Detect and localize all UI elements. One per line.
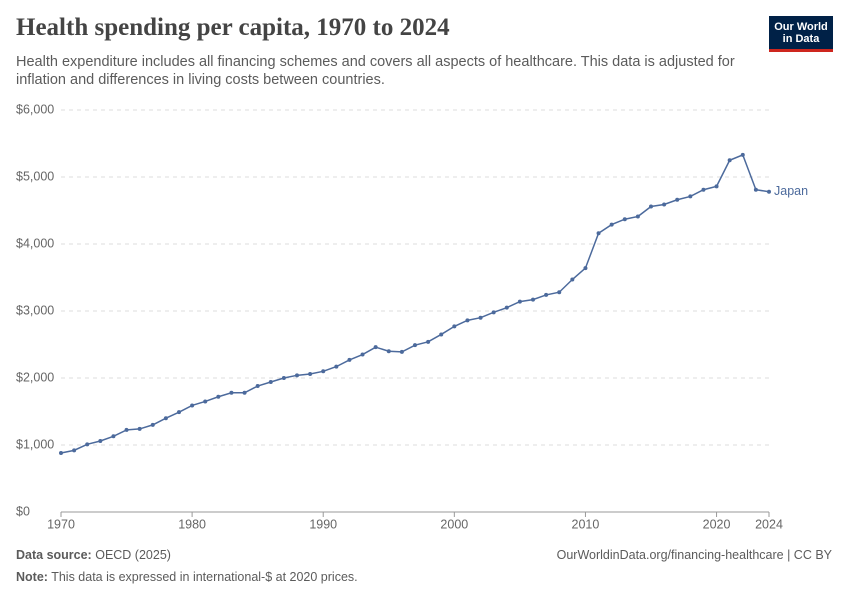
data-point <box>308 371 313 376</box>
logo[interactable]: Our World in Data <box>769 16 833 52</box>
x-tick-label: 2010 <box>572 517 600 531</box>
data-point <box>216 394 221 399</box>
chart-title: Health spending per capita, 1970 to 2024 <box>16 14 450 41</box>
logo-line: Our World <box>774 21 828 33</box>
data-point <box>386 349 391 354</box>
data-point <box>426 339 431 344</box>
data-point <box>347 357 352 362</box>
data-point <box>281 376 286 380</box>
data-point <box>373 345 378 350</box>
data-point <box>675 197 680 202</box>
data-point <box>124 427 129 432</box>
data-point <box>177 410 181 415</box>
data-point <box>242 390 247 395</box>
y-tick-label: $2,000 <box>16 370 54 384</box>
y-tick-label: $3,000 <box>16 303 54 317</box>
data-point <box>740 152 745 157</box>
data-point <box>701 187 706 192</box>
data-point <box>504 305 509 310</box>
data-point <box>727 158 732 163</box>
data-point <box>544 292 549 297</box>
x-tick-label: 2024 <box>755 517 783 531</box>
data-point <box>491 310 496 315</box>
x-tick-label: 1980 <box>178 517 206 531</box>
data-point <box>190 403 195 408</box>
data-point <box>360 352 365 357</box>
data-point <box>688 194 693 199</box>
data-point <box>150 422 155 427</box>
data-point <box>72 448 77 453</box>
data-point <box>229 390 234 395</box>
x-tick-label: 2020 <box>703 517 731 531</box>
y-tick-label: $5,000 <box>16 169 54 183</box>
data-point <box>413 343 417 348</box>
data-point <box>478 315 483 320</box>
note-text: This data is expressed in international-… <box>51 570 358 584</box>
data-point <box>268 380 273 385</box>
data-point <box>452 324 457 329</box>
data-point <box>465 318 470 323</box>
data-point <box>439 332 444 337</box>
data-point <box>753 187 758 192</box>
data-point <box>649 204 653 209</box>
data-point <box>517 299 522 304</box>
data-point <box>163 416 168 421</box>
x-tick-label: 2000 <box>440 517 468 531</box>
data-point <box>622 217 627 222</box>
source-url[interactable]: OurWorldinData.org/financing-healthcare … <box>556 548 832 562</box>
chart-subtitle: Health expenditure includes all financin… <box>16 54 735 88</box>
data-point <box>321 369 326 374</box>
data-point <box>767 189 771 194</box>
data-point <box>295 373 299 378</box>
data-point <box>714 184 719 189</box>
note: Note: This data is expressed in internat… <box>16 570 358 584</box>
series-line <box>60 153 770 454</box>
data-point <box>203 399 208 404</box>
data-point <box>399 349 404 354</box>
source-text[interactable]: OECD (2025) <box>95 548 171 562</box>
data-point <box>531 297 535 302</box>
logo-line: in Data <box>782 33 820 45</box>
source: Data source: OECD (2025) <box>16 548 171 562</box>
data-point <box>635 214 640 219</box>
data-point <box>255 384 260 389</box>
y-tick-label: $1,000 <box>16 437 54 451</box>
data-point <box>596 231 601 236</box>
data-point <box>98 438 103 443</box>
x-tick-label: 1990 <box>309 517 337 531</box>
data-point <box>557 290 562 295</box>
data-point <box>59 451 63 456</box>
note-label: Note: <box>16 570 48 584</box>
data-point <box>583 266 588 271</box>
y-tick-label: $4,000 <box>16 236 54 250</box>
data-point <box>570 277 575 282</box>
x-tick-label: 1970 <box>47 517 75 531</box>
data-point <box>85 442 90 447</box>
data-point <box>334 364 339 369</box>
y-tick-label: $6,000 <box>16 102 54 116</box>
data-point <box>609 222 614 227</box>
source-label: Data source: <box>16 548 92 562</box>
data-point <box>111 434 116 439</box>
y-tick-label: $0 <box>16 504 30 518</box>
data-point <box>137 426 142 431</box>
series-label: Japan <box>774 184 808 198</box>
data-point <box>662 202 667 207</box>
